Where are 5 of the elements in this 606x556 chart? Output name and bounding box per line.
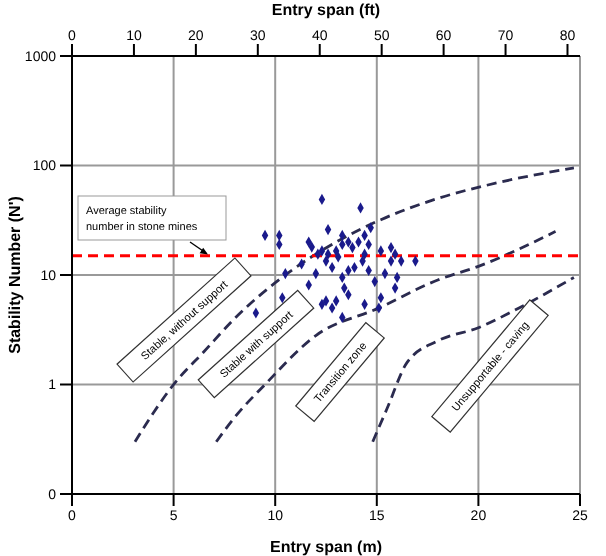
x2-axis-title: Entry span (ft) (271, 1, 381, 20)
line-series (371, 276, 576, 444)
line-series (133, 166, 576, 444)
x-axis-title: Entry span (m) (269, 538, 383, 556)
y-axis-title: Stability Number (N') (5, 195, 24, 354)
